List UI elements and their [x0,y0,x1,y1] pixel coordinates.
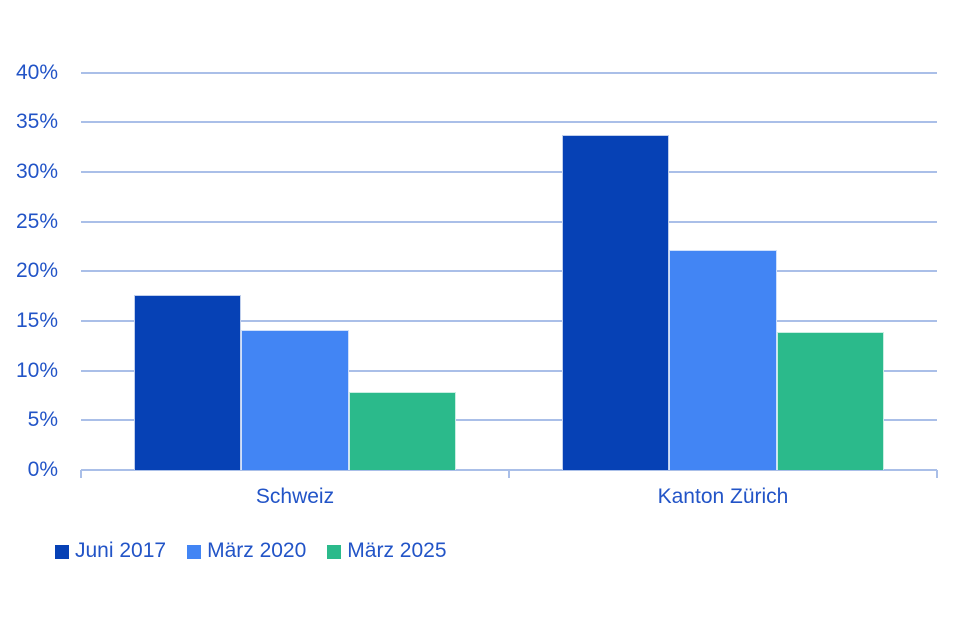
legend-item: März 2020 [187,539,306,563]
x-axis-category-label: Kanton Zürich [657,485,789,508]
gridline [81,369,937,372]
y-axis-tick-label: 15% [15,308,58,332]
gridline [81,170,937,173]
legend-label: März 2020 [207,539,307,562]
category-boundary-tick [936,470,938,478]
bar [669,250,777,470]
bar [776,331,885,470]
legend-label: Juni 2017 [75,539,167,562]
y-axis-tick-label: 20% [15,259,58,283]
y-axis-tick-label: 0% [27,458,58,481]
gridline [81,319,937,322]
y-axis-tick-label: 10% [15,358,58,382]
bar [561,135,670,470]
gridline [81,419,937,422]
legend-swatch-icon [187,545,202,559]
bar [133,295,242,470]
y-axis-tick-label: 25% [15,209,58,233]
y-axis-tick-label: 5% [27,408,58,432]
gridline [81,270,937,273]
x-axis-category-label: Schweiz [255,485,335,508]
gridline [81,71,937,74]
legend-item: Juni 2017 [55,539,166,563]
gridline [81,121,937,124]
legend-item: März 2025 [327,539,447,563]
y-axis-tick-label: 40% [15,60,58,84]
legend-swatch-icon [327,545,342,559]
legend: Juni 2017 März 2020 März 2025 [55,539,447,563]
bar [241,329,349,470]
bar [348,392,457,470]
legend-swatch-icon [55,545,69,559]
y-axis-tick-label: 35% [15,110,58,134]
gridline [81,220,937,223]
y-axis-tick-label: 30% [15,159,58,183]
legend-label: März 2025 [347,539,447,562]
category-boundary-tick [80,470,82,478]
category-boundary-tick [508,470,510,478]
